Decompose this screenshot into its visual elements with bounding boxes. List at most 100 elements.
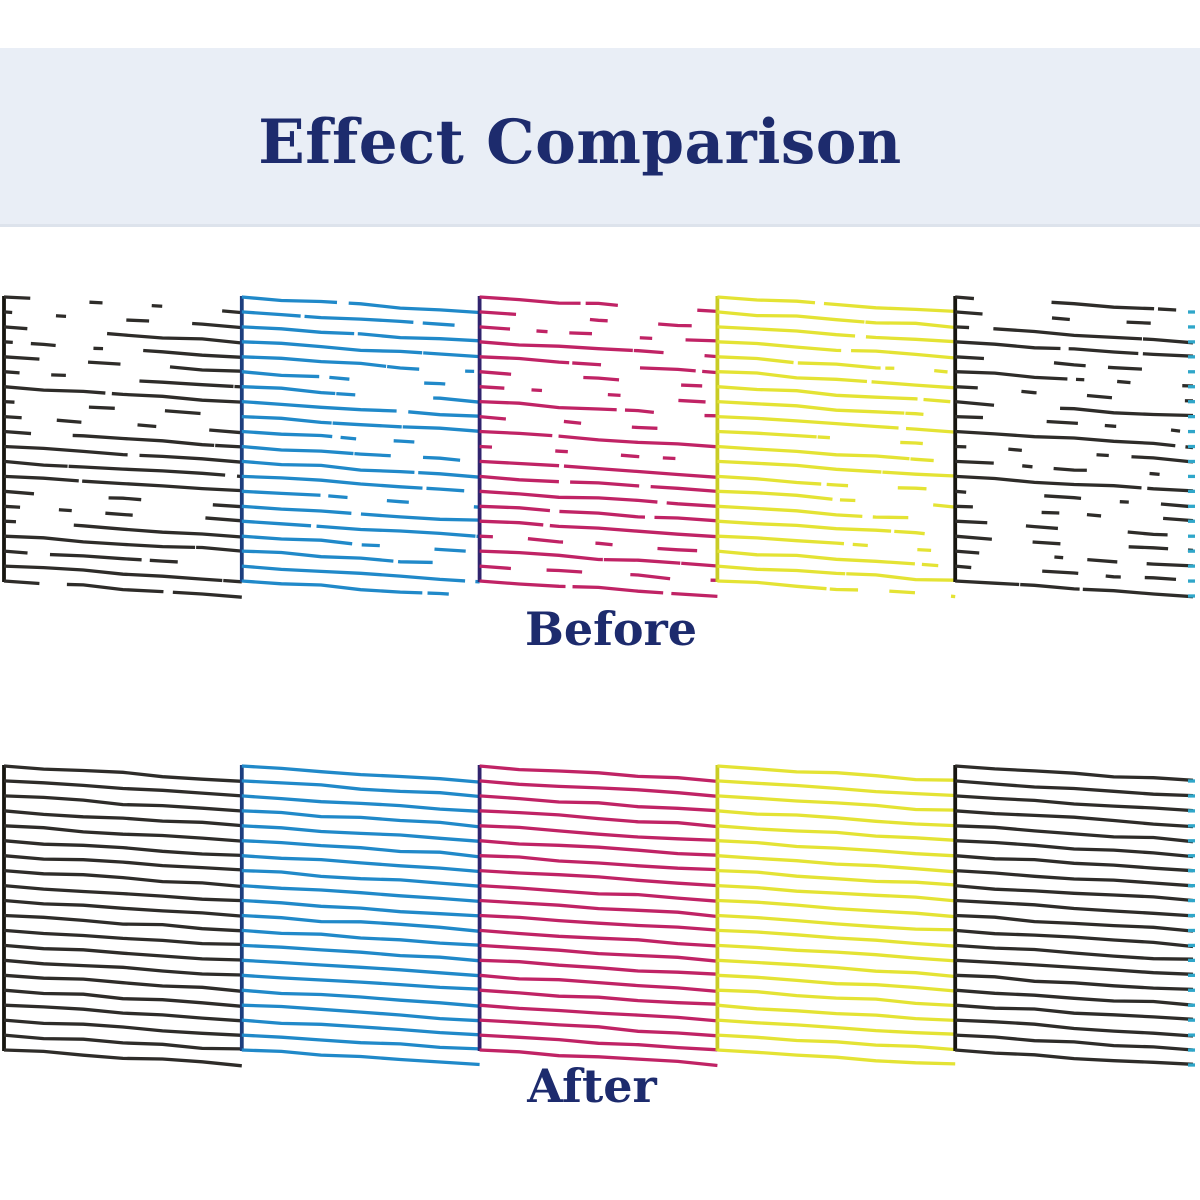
stripe-line: [241, 504, 480, 522]
stripe-line: [717, 444, 956, 464]
stripe-line: [479, 839, 718, 857]
stripe-line: [479, 519, 718, 539]
stripe-line: [717, 504, 956, 524]
stripe-line: [479, 325, 718, 343]
band-black-4: [953, 295, 1195, 599]
stripe-line: [3, 444, 242, 464]
stripe-line: [955, 988, 1194, 1007]
stripe-line: [479, 504, 718, 523]
stripe-line: [955, 295, 1194, 313]
stripe-line: [717, 355, 956, 375]
stripe-line: [955, 854, 1194, 873]
stripe-line: [955, 898, 1194, 918]
stripe-line: [955, 355, 1194, 373]
stripe-line: [3, 1003, 242, 1023]
stripe-line: [717, 913, 956, 932]
band-black-4: [953, 764, 1195, 1067]
stripe-line: [3, 824, 242, 843]
stripe-line: [955, 839, 1194, 859]
stripe-line: [241, 385, 480, 404]
stripe-line: [717, 1048, 956, 1066]
stripe-line: [717, 474, 956, 493]
stripe-line: [717, 579, 956, 599]
header-band: [0, 48, 1200, 227]
band-magenta-2: [477, 295, 718, 599]
stripe-line: [717, 370, 956, 390]
stripe-line: [479, 399, 718, 418]
stripe-line: [3, 794, 242, 813]
stripe-line: [955, 429, 1194, 450]
stripe-line: [479, 1003, 718, 1023]
stripe-line: [479, 549, 718, 568]
stripe-line: [479, 474, 718, 494]
stripe-line: [717, 824, 956, 842]
stripe-line: [717, 325, 956, 344]
stripe-line: [955, 883, 1194, 903]
stripe-line: [3, 325, 242, 345]
stripe-line: [241, 579, 480, 598]
stripe-line: [3, 913, 242, 933]
stripe-line: [955, 489, 1194, 509]
stripe-line: [241, 839, 480, 859]
stripe-line: [3, 779, 242, 798]
stripe-line: [955, 444, 1194, 464]
stripe-line: [241, 370, 480, 389]
stripe-line: [479, 913, 718, 932]
stripe-line: [241, 429, 480, 449]
stripe-line: [717, 429, 956, 448]
stripe-line: [717, 839, 956, 858]
stripe-line: [717, 1003, 956, 1023]
stripe-line: [717, 868, 956, 887]
stripe-line: [3, 883, 242, 903]
stripe-line: [717, 549, 956, 569]
stripe-line: [955, 1048, 1194, 1066]
stripe-line: [241, 519, 480, 539]
stripe-line: [479, 973, 718, 994]
stripe-line: [241, 764, 480, 784]
stripe-line: [955, 519, 1194, 538]
stripe-line: [955, 549, 1194, 568]
stripe-line: [479, 429, 718, 449]
stripe-line: [241, 444, 480, 464]
stripe-line: [717, 399, 956, 419]
stripe-line: [955, 534, 1194, 553]
stripe-line: [717, 340, 956, 360]
band-cyan-1: [239, 764, 480, 1067]
stripe-line: [479, 943, 718, 963]
stripe-line: [241, 824, 480, 843]
band-yellow-3: [715, 295, 956, 599]
header-band-bottom-edge: [0, 224, 1200, 227]
stripe-line: [3, 988, 242, 1008]
stripe-line: [955, 504, 1194, 523]
stripe-line: [241, 809, 480, 829]
stripe-line: [3, 928, 242, 947]
stripe-line: [241, 1033, 480, 1051]
stripe-line: [479, 794, 718, 813]
band-black-0: [2, 764, 242, 1068]
stripe-line: [717, 564, 956, 582]
stripe-line: [241, 399, 480, 418]
band-magenta-2: [477, 764, 718, 1068]
stripe-line: [955, 474, 1194, 493]
stripe-line: [3, 504, 242, 523]
stripe-line: [3, 1033, 242, 1051]
stripe-line: [717, 1033, 956, 1052]
stripe-line: [3, 898, 242, 918]
stripe-line: [955, 370, 1194, 388]
stripe-line: [3, 459, 242, 479]
stripe-line: [241, 913, 480, 933]
stripe-line: [3, 868, 242, 889]
stripe-line: [479, 459, 718, 479]
stripe-line: [717, 898, 956, 919]
stripe-line: [717, 414, 956, 434]
stripe-line: [717, 928, 956, 948]
stripe-line: [955, 340, 1194, 358]
stripe-line: [479, 310, 718, 328]
stripe-line: [717, 794, 956, 812]
stripe-line: [479, 579, 718, 599]
stripe-line: [479, 988, 718, 1006]
stripe-line: [479, 414, 718, 433]
stripe-line: [3, 489, 242, 509]
stripe-line: [717, 519, 956, 539]
